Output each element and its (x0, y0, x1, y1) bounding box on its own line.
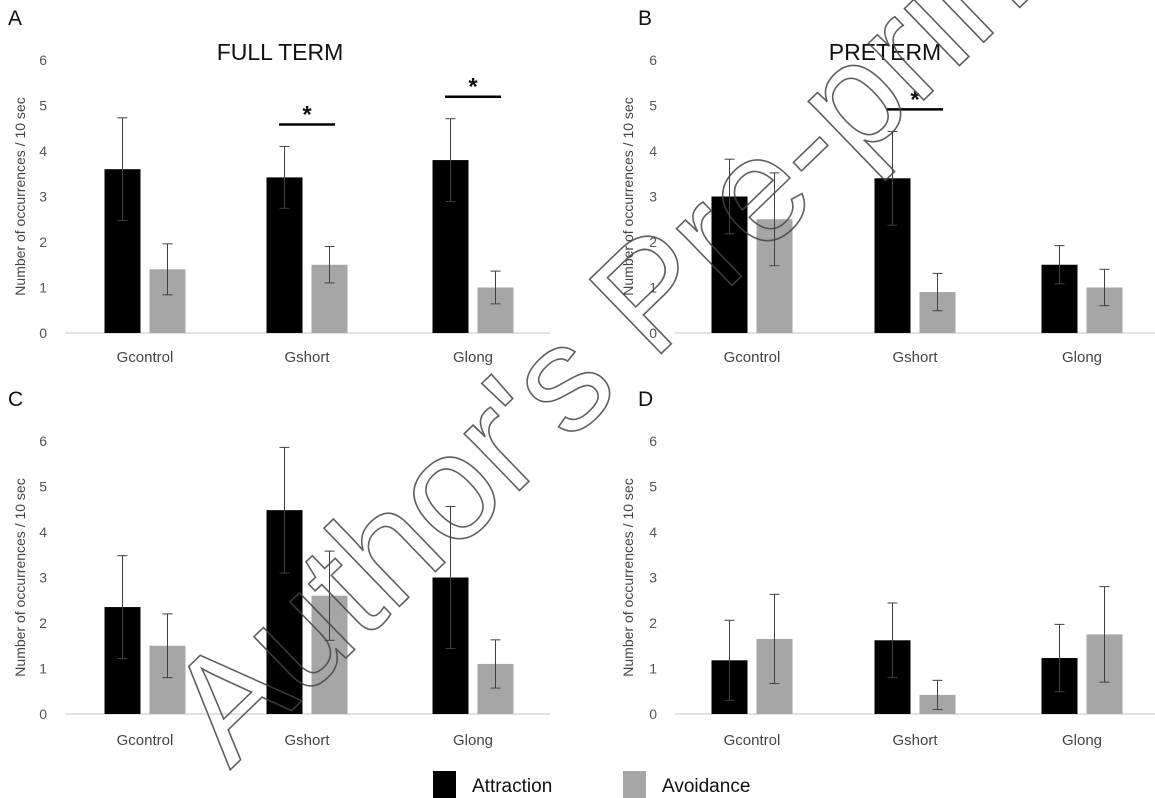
error-bar (724, 158, 735, 235)
legend-swatch-avoidance (623, 771, 646, 798)
error-bar (279, 145, 290, 209)
y-tick-label: 2 (39, 615, 47, 631)
panel-A: A FULL TERM 0 1 2 3 4 5 6 Number of occurrences /… (8, 7, 550, 366)
error-bar (769, 172, 780, 267)
error-bar (117, 555, 128, 659)
svg-text:*: * (302, 101, 312, 128)
x-tick-label: Gcontrol (724, 349, 781, 366)
error-bar (932, 272, 943, 312)
y-tick-label: 2 (649, 234, 657, 250)
significance-marker: * (887, 86, 943, 113)
y-tick-label: 0 (39, 325, 47, 341)
x-tick-label: Gshort (892, 732, 938, 749)
panel-letter: A (8, 7, 22, 30)
y-tick-label: 1 (649, 280, 657, 296)
error-bar (887, 602, 898, 679)
x-tick-label: Gshort (284, 732, 330, 749)
error-bar (887, 130, 898, 226)
y-axis-label: Number of occurrences / 10 sec (620, 478, 636, 676)
legend: Attraction Avoidance (433, 771, 750, 798)
y-tick-label: 1 (649, 661, 657, 677)
x-tick-label: Gcontrol (117, 349, 174, 366)
panel-D: D 0 1 2 3 4 5 6 Number of occurrences / 10 sec Gc… (620, 388, 1155, 749)
y-tick-label: 6 (649, 433, 657, 449)
error-bar (324, 550, 335, 641)
y-tick-label: 6 (649, 52, 657, 68)
y-tick-label: 1 (39, 661, 47, 677)
error-bar (1054, 245, 1065, 285)
x-tick-label: Glong (453, 732, 493, 749)
y-tick-label: 0 (649, 325, 657, 341)
panel-title: FULL TERM (217, 39, 344, 65)
x-tick-label: Gshort (284, 349, 330, 366)
panel-title: PRETERM (829, 39, 941, 65)
y-tick-label: 5 (649, 98, 657, 114)
watermark: Author's Pre-print (135, 0, 1089, 794)
y-tick-label: 4 (649, 143, 657, 159)
x-tick-label: Glong (1062, 732, 1102, 749)
y-tick-label: 0 (39, 706, 47, 722)
y-tick-label: 2 (649, 615, 657, 631)
panel-C: C 0 1 2 3 4 5 6 Number of occurrences / 10 sec Gc… (8, 388, 550, 749)
y-axis-label: Number of occurrences / 10 sec (12, 478, 28, 676)
error-bar (932, 679, 943, 710)
error-bar (490, 639, 501, 689)
error-bar (490, 270, 501, 305)
y-axis-label: Number of occurrences / 10 sec (620, 97, 636, 295)
y-tick-label: 4 (649, 524, 657, 540)
y-tick-label: 2 (39, 234, 47, 250)
panel-B: B PRETERM 0 1 2 3 4 5 6 Number of occurrences / 1… (620, 7, 1155, 366)
x-tick-label: Gshort (892, 349, 938, 366)
panel-letter: D (638, 388, 653, 411)
y-tick-label: 1 (39, 280, 47, 296)
legend-swatch-attraction (433, 771, 456, 798)
error-bar (769, 593, 780, 685)
panel-letter: C (8, 388, 23, 411)
x-tick-label: Glong (453, 349, 493, 366)
error-bar (1054, 623, 1065, 693)
y-tick-label: 6 (39, 433, 47, 449)
y-tick-label: 5 (39, 479, 47, 495)
y-tick-label: 3 (39, 189, 47, 205)
legend-label-avoidance: Avoidance (662, 776, 750, 797)
error-bar (724, 619, 735, 701)
x-tick-label: Gcontrol (117, 732, 174, 749)
error-bar (279, 446, 290, 574)
significance-marker: * (279, 101, 335, 128)
y-tick-label: 4 (39, 524, 47, 540)
y-tick-label: 0 (649, 706, 657, 722)
y-tick-label: 6 (39, 52, 47, 68)
y-tick-label: 4 (39, 143, 47, 159)
panel-letter: B (638, 7, 652, 30)
y-tick-label: 3 (649, 189, 657, 205)
legend-label-attraction: Attraction (472, 776, 552, 797)
error-bar (162, 243, 173, 296)
y-tick-label: 5 (39, 98, 47, 114)
y-axis-label: Number of occurrences / 10 sec (12, 97, 28, 295)
x-tick-label: Gcontrol (724, 732, 781, 749)
error-bar (445, 506, 456, 649)
svg-text:*: * (910, 86, 920, 113)
significance-marker: * (445, 74, 501, 101)
x-tick-label: Glong (1062, 349, 1102, 366)
error-bar (445, 118, 456, 203)
watermark-text: Author's Pre-print (136, 0, 1089, 793)
error-bar (1099, 268, 1110, 307)
y-tick-label: 5 (649, 479, 657, 495)
error-bar (324, 246, 335, 284)
error-bar (1099, 586, 1110, 683)
y-tick-label: 3 (39, 570, 47, 586)
y-tick-label: 3 (649, 570, 657, 586)
error-bar (162, 613, 173, 679)
error-bar (117, 117, 128, 222)
svg-text:*: * (468, 74, 478, 101)
chart-panels: A FULL TERM 0 1 2 3 4 5 6 Number of occurrences /… (8, 7, 1155, 749)
